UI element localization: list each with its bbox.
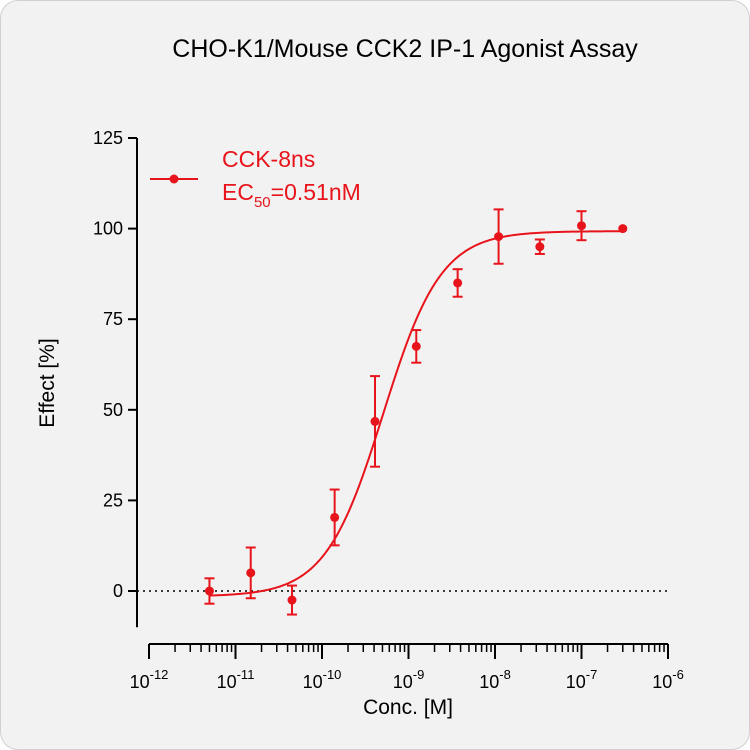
legend-marker [169, 174, 179, 184]
x-tick-label-exponent: -8 [499, 667, 511, 682]
point-marker [204, 586, 214, 596]
x-tick-label-5: 10-7 [566, 667, 598, 692]
x-tick-label-2: 10-10 [303, 667, 342, 692]
data-point-10 [618, 224, 628, 234]
x-tick-label-0: 10-12 [130, 667, 169, 692]
x-axis-label: Conc. [M] [363, 696, 453, 719]
x-tick-label-base: 10 [130, 672, 150, 692]
data-point-8 [534, 238, 545, 255]
x-tick-label-base: 10 [393, 672, 413, 692]
x-tick-label-6: 10-6 [652, 667, 684, 692]
legend-ec50-subscript: 50 [254, 194, 271, 211]
data-point-7 [493, 208, 504, 265]
data-point-9 [576, 210, 587, 242]
data-point-1 [245, 546, 256, 600]
x-tick-label-exponent: -11 [237, 667, 255, 682]
x-tick-label-base: 10 [566, 672, 586, 692]
data-point-5 [411, 329, 422, 364]
point-marker [330, 512, 340, 522]
point-marker [287, 595, 297, 605]
y-tick-label-25: 25 [103, 490, 123, 510]
x-tick-label-base: 10 [217, 672, 237, 692]
x-tick-label-base: 10 [479, 672, 499, 692]
legend-series-name: CCK-8ns [222, 146, 315, 172]
fit-curve [209, 230, 623, 597]
legend-ec50: EC50=0.51nM [222, 179, 361, 211]
x-tick-label-exponent: -10 [323, 667, 342, 682]
data-point-6 [452, 268, 463, 298]
data-points-layer [204, 208, 628, 616]
legend-ec50-prefix: EC [222, 179, 254, 205]
x-tick-label-exponent: -6 [672, 667, 684, 682]
data-point-3 [329, 488, 340, 547]
legend-ec50-value: =0.51nM [271, 179, 361, 205]
y-tick-label-50: 50 [103, 400, 123, 420]
point-marker [577, 221, 586, 231]
point-marker [535, 242, 545, 252]
data-point-2 [287, 584, 298, 616]
legend: CCK-8ns EC50=0.51nM [150, 146, 361, 211]
y-tick-label-0: 0 [113, 581, 123, 601]
point-marker [453, 278, 463, 288]
x-tick-label-base: 10 [652, 672, 672, 692]
x-tick-label-base: 10 [303, 672, 323, 692]
y-tick-label-125: 125 [93, 128, 123, 148]
point-marker [246, 568, 256, 578]
x-tick-label-1: 10-11 [217, 667, 255, 692]
point-marker [411, 341, 421, 351]
y-tick-label-75: 75 [103, 309, 123, 329]
x-tick-label-exponent: -12 [150, 667, 169, 682]
x-tick-label-3: 10-9 [393, 667, 425, 692]
data-point-0 [204, 577, 215, 605]
data-point-4 [370, 375, 381, 468]
x-tick-label-exponent: -9 [413, 667, 425, 682]
x-tick-label-exponent: -7 [586, 667, 598, 682]
chart-title: CHO-K1/Mouse CCK2 IP-1 Agonist Assay [172, 35, 638, 63]
y-tick-label-100: 100 [93, 219, 123, 239]
x-tick-label-4: 10-8 [479, 667, 511, 692]
y-axis-label: Effect [%] [36, 338, 59, 428]
point-marker [494, 232, 504, 242]
point-marker [370, 416, 380, 426]
fit-curve-layer [209, 230, 623, 597]
point-marker [618, 224, 628, 234]
